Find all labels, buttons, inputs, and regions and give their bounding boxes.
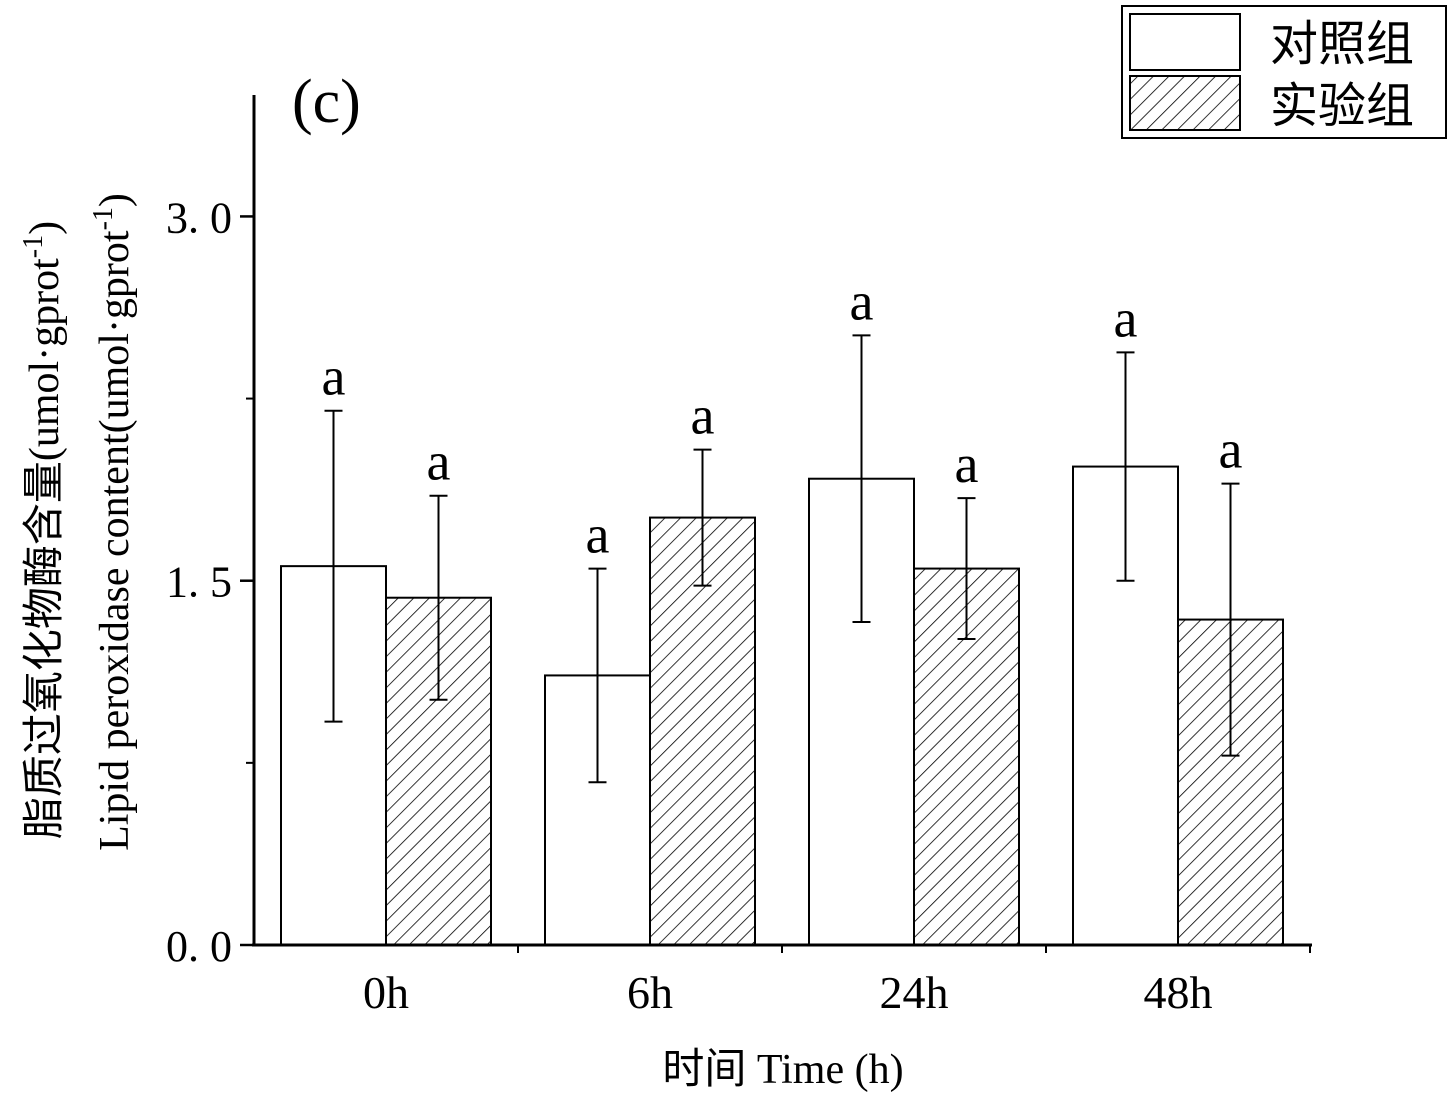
significance-label: a	[850, 271, 874, 331]
legend-label-experiment: 实验组	[1270, 80, 1414, 133]
error-bars-layer	[324, 334, 1240, 784]
y-tick-label: 0. 0	[166, 922, 232, 971]
significance-label: a	[1219, 420, 1243, 480]
legend: 对照组 实验组	[1121, 5, 1447, 139]
legend-label-control: 对照组	[1270, 18, 1414, 71]
panel-label: (c)	[292, 68, 361, 136]
legend-swatch-experiment	[1129, 75, 1241, 131]
y-axis-title-english-main: Lipid peroxidase content(umol·gprot	[92, 230, 138, 851]
significance-label: a	[691, 386, 715, 446]
x-tick-label-0h: 0h	[363, 967, 409, 1018]
y-axis-title-english: Lipid peroxidase content(umol·gprot-1)	[88, 193, 138, 851]
bars-layer	[280, 465, 1284, 947]
x-tick-label-6h: 6h	[627, 967, 673, 1018]
y-tick-label: 1. 5	[166, 558, 232, 607]
y-axis-title-chinese-superscript: -1	[18, 235, 49, 258]
significance-label: a	[955, 434, 979, 494]
x-tick-label-24h: 24h	[880, 967, 949, 1018]
significance-label: a	[586, 505, 610, 565]
significance-label: a	[427, 432, 451, 492]
significance-labels-layer: a a a a a a a a	[322, 271, 1243, 564]
bar-experiment-6h	[649, 516, 756, 946]
x-axis-title: 时间 Time (h)	[662, 1047, 903, 1093]
significance-label: a	[1114, 288, 1138, 348]
legend-swatch-control	[1129, 13, 1241, 71]
y-axis-title-chinese-main: 脂质过氧化物酶含量(umol·gprot	[22, 258, 68, 839]
y-axis-title-chinese: 脂质过氧化物酶含量(umol·gprot-1)	[18, 221, 68, 839]
y-tick-label: 3. 0	[166, 193, 232, 242]
y-ticks: 0. 0 1. 5 3. 0	[166, 193, 254, 971]
significance-label: a	[322, 347, 346, 407]
x-tick-label-48h: 48h	[1144, 967, 1213, 1018]
y-axis-title-english-superscript: -1	[88, 207, 119, 230]
x-ticks: 0h 6h 24h 48h	[363, 945, 1311, 1018]
